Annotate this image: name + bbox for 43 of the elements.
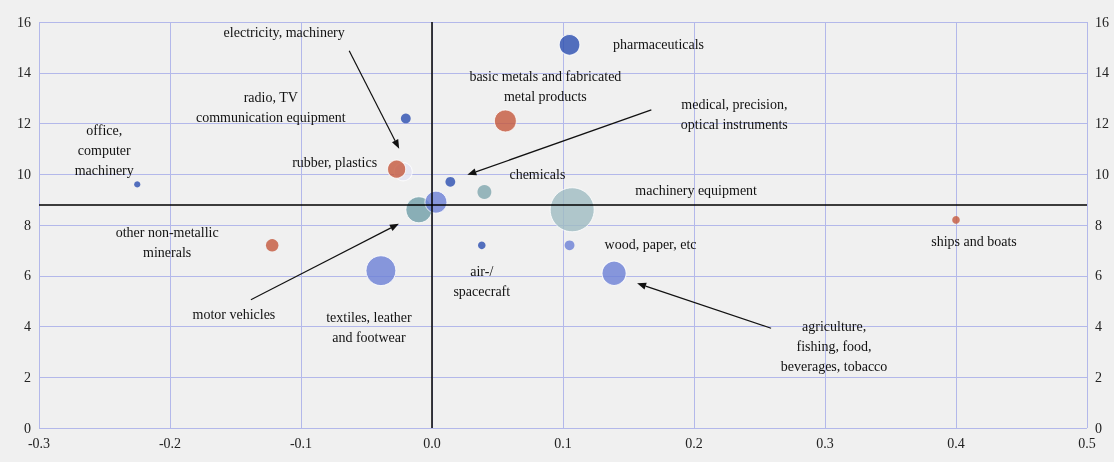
annotation: electricity, machinery [223, 25, 345, 41]
annotation: chemicals [509, 166, 566, 182]
x-tick-label: 0.4 [947, 435, 965, 451]
annotation: machinery equipment [635, 183, 758, 199]
x-tick-label: 0.5 [1078, 435, 1096, 451]
y2-tick-label: 12 [1095, 116, 1109, 131]
annotation: textiles, leather and footwear [326, 310, 412, 346]
annotation: basic metals and fabricated metal products [469, 69, 622, 105]
y-tick-label: 12 [17, 116, 31, 131]
y-tick-label: 0 [24, 420, 31, 436]
y2-tick-label: 14 [1095, 65, 1109, 81]
y-tick-label: 10 [17, 166, 31, 182]
y2-tick-label: 2 [1095, 369, 1102, 385]
y2-tick-label: 8 [1095, 217, 1102, 233]
y2-tick-label: 10 [1095, 166, 1109, 182]
x-tick-label: -0.1 [289, 435, 313, 451]
x-tick-label: -0.3 [27, 435, 51, 451]
y-tick-label: 14 [17, 65, 31, 81]
y2-tick-label: 0 [1095, 420, 1102, 436]
x-tick-label: -0.2 [158, 435, 182, 451]
annotation: pharmaceuticals [613, 37, 705, 53]
annotation: other non-metallic minerals [115, 224, 219, 260]
annotation: wood, paper, etc [604, 236, 697, 252]
annotation: medical, precision, optical instruments [680, 97, 788, 133]
y2-tick-label: 4 [1095, 319, 1102, 334]
x-tick-label: 0.2 [685, 435, 703, 451]
y-tick-label: 4 [24, 319, 31, 334]
y-tick-label: 2 [24, 369, 31, 385]
x-tick-label: 0.0 [423, 435, 441, 451]
annotation: office, computer machinery [74, 122, 134, 178]
annotation: agriculture, fishing, food, beverages, tobacco [780, 318, 888, 374]
annotation: ships and boats [931, 234, 1017, 250]
x-tick-label: 0.3 [816, 435, 834, 451]
annotation: radio, TV communication equipment [195, 89, 346, 125]
y2-tick-label: 16 [1095, 14, 1109, 30]
y-tick-label: 16 [17, 14, 31, 30]
annotation: motor vehicles [192, 307, 276, 323]
y-tick-label: 6 [24, 268, 31, 284]
annotation: rubber, plastics [292, 154, 378, 170]
x-tick-label: 0.1 [554, 435, 572, 451]
annotation: air-/ spacecraft [453, 263, 511, 299]
y2-tick-label: 6 [1095, 268, 1102, 284]
y-tick-label: 8 [24, 217, 31, 233]
